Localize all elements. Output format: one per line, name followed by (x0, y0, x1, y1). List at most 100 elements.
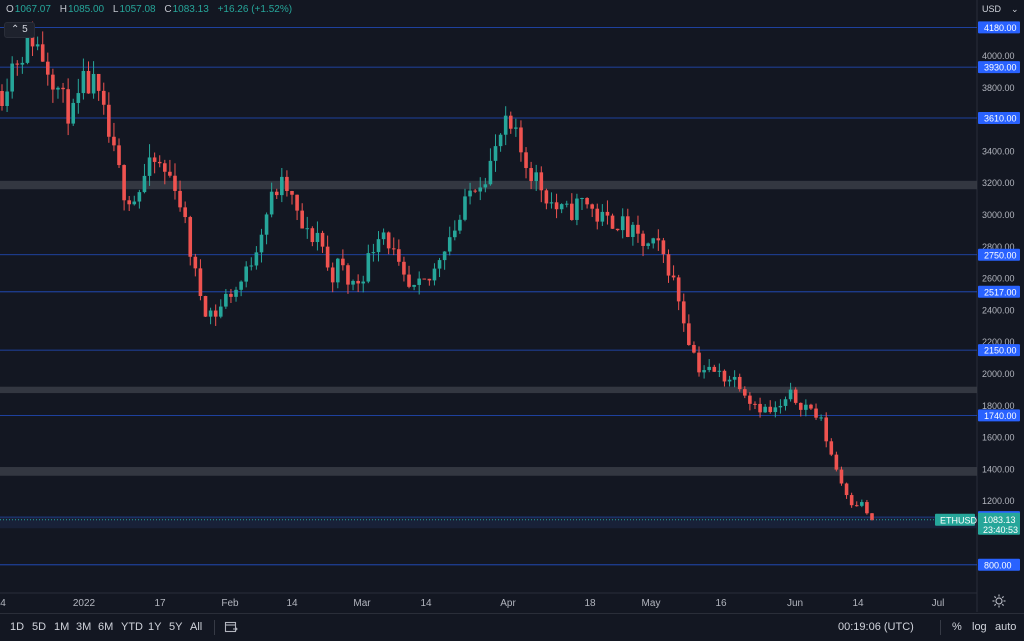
price-tick-label: 3000.00 (982, 210, 1015, 220)
candle-body (600, 211, 605, 222)
utc-clock[interactable]: 00:19:06 (UTC) (838, 621, 914, 633)
candle-body (285, 176, 289, 191)
candle-body (870, 513, 874, 520)
range-ytd-button[interactable]: YTD (121, 621, 143, 633)
candle-body (610, 215, 615, 229)
candle-body (651, 238, 656, 244)
price-chart[interactable]: 4000.00 3800.00 3400.00 3200.00 3000.00 2800.… (0, 0, 1024, 613)
level-badge (978, 61, 1020, 74)
level-badge (978, 285, 1020, 298)
auto-scale-button[interactable]: auto (995, 621, 1017, 633)
candle-body (844, 483, 849, 496)
candle-body (91, 73, 96, 94)
candle-body (320, 232, 325, 247)
candle-body (458, 219, 462, 231)
candle-body (71, 102, 76, 124)
candle-body (66, 89, 70, 124)
candle-body (310, 228, 315, 243)
candle-body (101, 90, 106, 105)
candle-body (244, 266, 249, 282)
candle-body (768, 406, 773, 413)
candle-body (717, 370, 722, 372)
candle-body (636, 224, 640, 234)
candle-body (605, 211, 610, 216)
candle-body (335, 258, 340, 283)
candle-body (666, 254, 671, 276)
range-all-button[interactable]: All (190, 621, 203, 633)
candle-body (61, 87, 65, 90)
range-1d-button[interactable]: 1D (10, 621, 25, 633)
sr-zone (0, 467, 977, 476)
candle-body (193, 256, 198, 269)
candle-body (127, 200, 131, 205)
candle-body (748, 395, 752, 404)
level-badge-label: 3930.00 (984, 63, 1017, 73)
candle-body (361, 281, 366, 284)
date-range-icon[interactable] (224, 620, 238, 634)
candle-body (676, 277, 681, 302)
level-badge-label: 1740.00 (984, 411, 1017, 421)
level-badge (978, 344, 1020, 357)
price-tick-label: 3800.00 (982, 83, 1015, 93)
range-5d-button[interactable]: 5D (32, 621, 47, 633)
candle-body (625, 216, 630, 237)
gear-icon[interactable] (992, 594, 1006, 608)
candle-body (671, 275, 676, 278)
candle-body (793, 389, 798, 403)
candle-body (229, 293, 233, 297)
candle-body (112, 136, 116, 146)
ohlc-low-value: 1057.08 (119, 4, 156, 15)
time-tick-label: 18 (584, 598, 596, 609)
range-1m-button[interactable]: 1M (54, 621, 70, 633)
price-tick-label: 4000.00 (982, 51, 1015, 61)
time-tick-label: Jun (787, 598, 803, 609)
candle-body (178, 190, 182, 208)
candle-body (712, 366, 717, 372)
candle-body (798, 402, 803, 410)
range-6m-button[interactable]: 6M (98, 621, 114, 633)
candle-body (183, 207, 187, 218)
time-tick-label: 2022 (73, 598, 96, 609)
level-badge-label: 2750.00 (984, 250, 1017, 260)
candle-body (519, 127, 523, 153)
candle-body (860, 502, 864, 506)
time-tick-label: 14 (286, 598, 298, 609)
level-badge-label: 3610.00 (984, 114, 1017, 124)
candle-body (10, 63, 14, 92)
range-3m-button[interactable]: 3M (76, 621, 92, 633)
symbol-badge (935, 513, 975, 526)
candle-body (814, 408, 818, 418)
candle-body (595, 208, 600, 222)
candle-body (280, 176, 284, 196)
candle-body (656, 238, 661, 241)
candle-body (122, 165, 126, 201)
last-price-badge (978, 512, 1020, 535)
candle-body (559, 204, 564, 210)
range-5y-button[interactable]: 5Y (169, 621, 183, 633)
candle-body (254, 252, 259, 266)
level-badge (978, 409, 1020, 422)
candle-body (422, 278, 427, 280)
candle-body (468, 190, 472, 197)
candle-body (5, 91, 9, 107)
indicator-collapse-button[interactable]: ⌃ 5 (4, 22, 35, 38)
candle-body (295, 194, 299, 211)
candle-body (234, 289, 238, 297)
candle-body (447, 237, 452, 252)
candle-body (514, 127, 518, 129)
time-tick-label: 16 (715, 598, 727, 609)
log-scale-button[interactable]: log (972, 621, 987, 633)
ohlc-open-label: O (6, 4, 14, 15)
currency-label: USD (982, 4, 1002, 14)
candle-body (646, 243, 650, 246)
candle-body (692, 344, 696, 353)
sr-zone (0, 386, 977, 394)
candle-body (198, 268, 203, 297)
price-tick-label: 2600.00 (982, 274, 1015, 284)
percent-scale-button[interactable]: % (952, 621, 962, 633)
range-1y-button[interactable]: 1Y (148, 621, 162, 633)
candle-body (529, 168, 533, 182)
candle-body (534, 172, 539, 182)
candle-body (437, 260, 442, 269)
candle-body (432, 268, 437, 281)
